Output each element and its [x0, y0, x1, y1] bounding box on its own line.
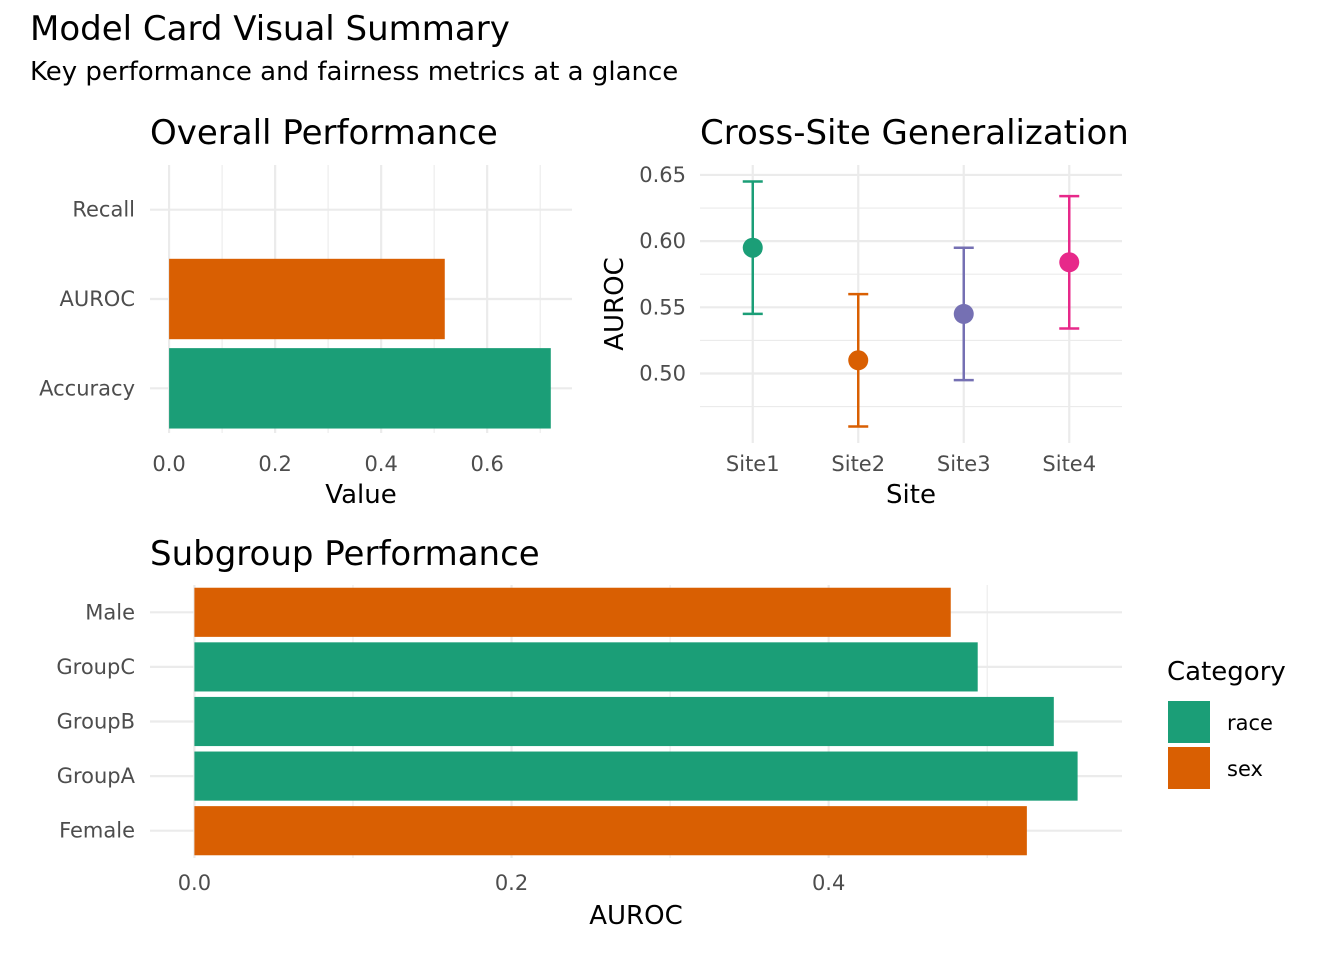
bar — [194, 751, 1078, 801]
x-axis-title: Value — [325, 480, 396, 510]
bar — [194, 587, 951, 637]
legend-swatch — [1168, 747, 1210, 789]
x-tick-label: 0.0 — [178, 871, 211, 895]
x-axis-title: Site — [886, 480, 936, 510]
data-point — [953, 303, 974, 324]
panel-title-overall-performance: Overall Performance — [150, 113, 498, 153]
data-point — [848, 350, 869, 371]
legend-label: race — [1227, 711, 1273, 735]
x-tick-label: 0.2 — [495, 871, 528, 895]
legend-label: sex — [1227, 757, 1263, 781]
y-tick-label: GroupC — [56, 655, 135, 679]
x-tick-label: 0.6 — [470, 452, 503, 476]
x-tick-label: 0.2 — [258, 452, 291, 476]
y-tick-label: AUROC — [59, 287, 135, 311]
bar — [194, 806, 1027, 856]
y-tick-label: 0.60 — [639, 229, 686, 253]
x-tick-label: Site2 — [831, 452, 885, 476]
bar — [194, 642, 978, 692]
y-tick-label: Accuracy — [39, 376, 135, 400]
data-point — [742, 237, 763, 258]
y-tick-label: 0.55 — [639, 295, 686, 319]
x-tick-label: 0.4 — [364, 452, 397, 476]
x-tick-label: 0.4 — [812, 871, 845, 895]
y-tick-label: Recall — [72, 198, 135, 222]
legend-title: Category — [1167, 657, 1286, 687]
panel-title-subgroup-performance: Subgroup Performance — [150, 534, 540, 574]
y-tick-label: Male — [85, 600, 135, 624]
y-tick-label: 0.65 — [639, 163, 686, 187]
data-point — [1059, 252, 1080, 273]
chart-subtitle: Key performance and fairness metrics at … — [30, 57, 679, 87]
x-tick-label: Site1 — [726, 452, 780, 476]
bar — [169, 258, 445, 340]
x-tick-label: 0.0 — [152, 452, 185, 476]
y-tick-label: GroupA — [57, 764, 136, 788]
y-axis-title: AUROC — [600, 257, 630, 351]
y-tick-label: 0.50 — [639, 362, 686, 386]
chart-main-title: Model Card Visual Summary — [30, 9, 510, 49]
y-tick-label: GroupB — [57, 710, 135, 734]
bar — [194, 696, 1054, 747]
bar — [169, 348, 551, 429]
panel-title-cross-site: Cross-Site Generalization — [700, 113, 1129, 153]
x-tick-label: Site4 — [1042, 452, 1096, 476]
legend-swatch — [1168, 701, 1210, 743]
y-tick-label: Female — [59, 819, 135, 843]
x-axis-title: AUROC — [589, 901, 683, 931]
x-tick-label: Site3 — [937, 452, 991, 476]
